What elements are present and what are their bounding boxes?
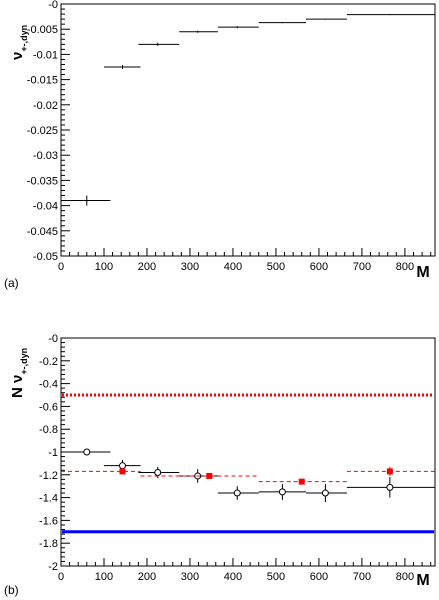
- panel-a: 0 100 200 300 400 500 600 700 800 -0 -0.005 -0.01 -0…: [4, 0, 436, 290]
- y-tick-label: -1.4: [39, 493, 58, 505]
- x-tick-label: 400: [224, 571, 242, 583]
- series-1-data-point: [119, 468, 126, 475]
- series-0-data-point: [118, 462, 126, 470]
- x-tick-label: 400: [224, 261, 242, 273]
- x-tick-label: 500: [267, 571, 285, 583]
- y-tick-label: -1.6: [39, 515, 58, 527]
- y-axis-title: ν+-,dyn: [9, 25, 29, 60]
- y-tick-label: -0.4: [39, 379, 58, 391]
- y-tick-label: -0.015: [27, 75, 58, 87]
- x-tick-label: 300: [181, 571, 199, 583]
- y-tick-label: -0.05: [33, 251, 58, 263]
- series-0-data-point: [321, 489, 329, 497]
- series-1-data-point: [206, 472, 213, 479]
- y-tick-label: -2: [48, 561, 58, 573]
- series-1-data-point: [298, 478, 305, 485]
- y-tick-label: -1: [48, 447, 58, 459]
- x-axis-title: M: [416, 264, 429, 281]
- x-tick-label: 600: [310, 571, 328, 583]
- y-tick-label: -0: [48, 333, 58, 345]
- y-tick-label: -0.04: [33, 201, 58, 213]
- y-tick-label: -0.6: [39, 401, 58, 413]
- x-tick-label: 500: [267, 261, 285, 273]
- x-tick-label: 100: [95, 571, 113, 583]
- plot-frame: [60, 3, 436, 257]
- y-tick-label: -1.2: [39, 470, 58, 482]
- x-tick-label: 200: [138, 261, 156, 273]
- y-tick-label: -0.2: [39, 356, 58, 368]
- y-axis-title-main: N ν: [9, 375, 26, 398]
- y-tick-label: -0.8: [39, 424, 58, 436]
- x-axis-title: M: [416, 572, 429, 589]
- x-tick-label: 0: [58, 571, 64, 583]
- series-1-data-point: [386, 468, 393, 475]
- x-tick-label: 800: [396, 261, 414, 273]
- series-0-data-point: [278, 488, 286, 496]
- x-tick-label: 300: [181, 261, 199, 273]
- y-tick-label: -0.045: [27, 226, 58, 238]
- y-tick-label: -0: [48, 0, 58, 11]
- x-tick-label: 0: [58, 261, 64, 273]
- y-tick-label: -0.03: [33, 150, 58, 162]
- y-axis-title-sub: +-,dyn: [19, 25, 29, 52]
- series-0-data-point: [233, 489, 241, 497]
- y-axis-title-sub: +-,dyn: [19, 348, 29, 375]
- y-tick-label: -0.005: [27, 24, 58, 36]
- y-tick-label: -0.025: [27, 125, 58, 137]
- x-tick-label: 200: [138, 571, 156, 583]
- x-tick-label: 100: [95, 261, 113, 273]
- x-tick-label: 700: [353, 261, 371, 273]
- series-0-data-point: [83, 448, 91, 456]
- y-axis-title: N ν+-,dyn: [9, 348, 29, 398]
- y-axis-title-main: ν: [9, 52, 26, 60]
- panel-b: 0 100 200 300 400 500 600 700 800 -0 -0.2 -0.4 -0.6 -…: [4, 333, 436, 597]
- y-tick-label: -1.8: [39, 538, 58, 550]
- x-tick-label: 800: [396, 571, 414, 583]
- series-0-data-point: [154, 469, 162, 477]
- panel-label: (b): [4, 583, 19, 597]
- y-tick-label: -0.035: [27, 175, 58, 187]
- y-tick-label: -0.02: [33, 100, 58, 112]
- panel-label: (a): [4, 276, 19, 290]
- x-tick-label: 700: [353, 571, 371, 583]
- series-0-data-point: [386, 483, 394, 491]
- x-tick-label: 600: [310, 261, 328, 273]
- y-tick-label: -0.01: [33, 49, 58, 61]
